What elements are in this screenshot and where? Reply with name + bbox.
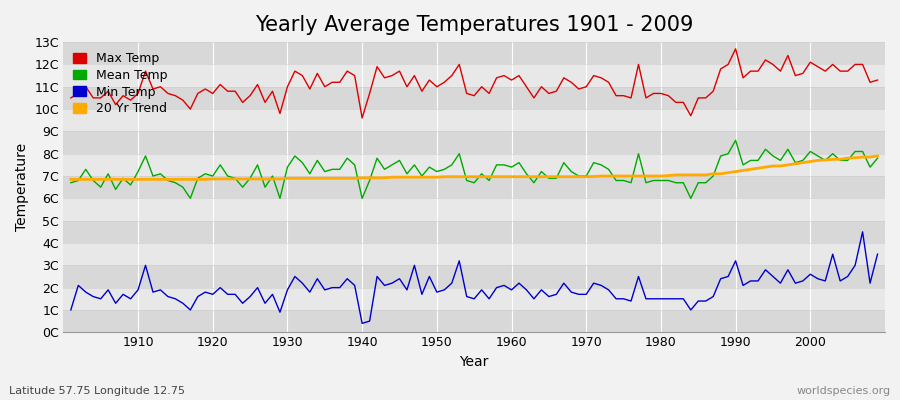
Bar: [63, 221, 885, 243]
Bar: [63, 265, 885, 288]
Y-axis label: Temperature: Temperature: [15, 143, 29, 231]
Title: Yearly Average Temperatures 1901 - 2009: Yearly Average Temperatures 1901 - 2009: [255, 15, 693, 35]
Text: Latitude 57.75 Longitude 12.75: Latitude 57.75 Longitude 12.75: [9, 386, 185, 396]
Bar: [63, 176, 885, 198]
Text: worldspecies.org: worldspecies.org: [796, 386, 891, 396]
X-axis label: Year: Year: [460, 355, 489, 369]
Bar: [63, 243, 885, 265]
Bar: [63, 154, 885, 176]
Bar: [63, 310, 885, 332]
Bar: [63, 87, 885, 109]
Bar: [63, 64, 885, 87]
Bar: [63, 288, 885, 310]
Bar: [63, 131, 885, 154]
Bar: [63, 42, 885, 64]
Bar: [63, 109, 885, 131]
Bar: [63, 198, 885, 221]
Legend: Max Temp, Mean Temp, Min Temp, 20 Yr Trend: Max Temp, Mean Temp, Min Temp, 20 Yr Tre…: [69, 48, 171, 119]
